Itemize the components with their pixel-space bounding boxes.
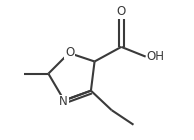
Text: O: O [65, 46, 74, 59]
Text: OH: OH [147, 50, 165, 63]
Text: N: N [59, 95, 68, 108]
Text: O: O [117, 5, 126, 18]
